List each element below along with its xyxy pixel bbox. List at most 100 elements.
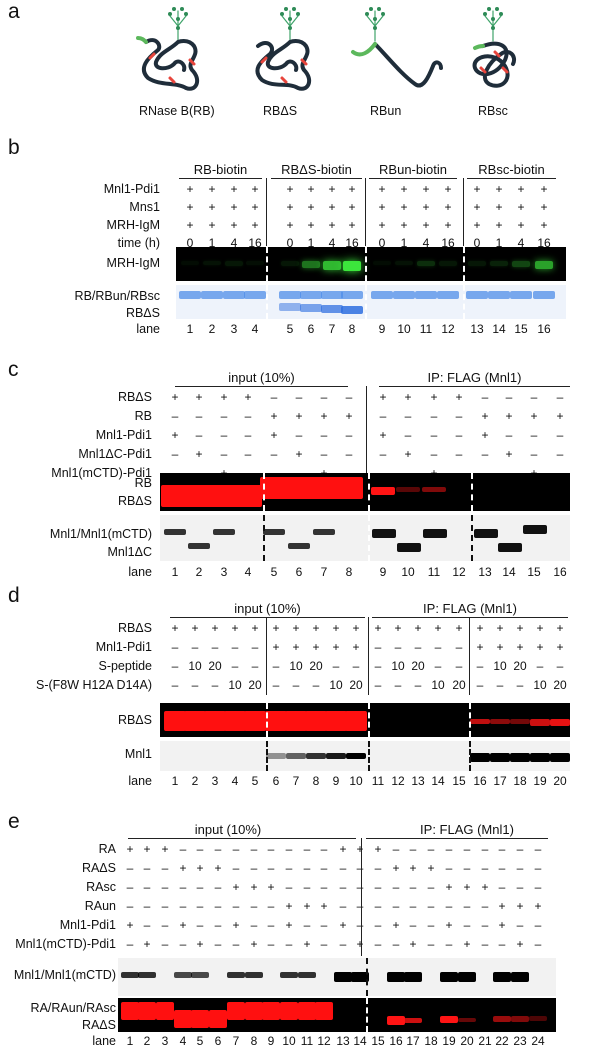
panel_e-cell: +	[374, 842, 382, 856]
panel_e-cell: –	[516, 861, 524, 875]
panel_d-cell: –	[171, 659, 179, 673]
blue-band-upper	[437, 291, 459, 299]
blue-band-upper	[223, 291, 245, 299]
panel_b-cell: +	[286, 182, 294, 196]
panel_b-cell: +	[348, 218, 356, 232]
panel_b-cell: +	[378, 200, 386, 214]
panel_e-lane-number: 21	[478, 1034, 492, 1048]
panel_c-cell: +	[379, 390, 387, 404]
panel_c-cell: –	[345, 390, 353, 404]
grey-band	[550, 753, 570, 762]
panel_d-cell: –	[434, 640, 442, 654]
panel_c-row-label: Mnl1ΔC-Pdi1	[78, 447, 152, 461]
panel_c-row-label: RBΔS	[117, 390, 152, 404]
panel_c-cell: –	[556, 447, 564, 461]
panel_e-cell: +	[392, 861, 400, 875]
panel_c-cell: –	[530, 447, 538, 461]
panel_e-cell: –	[250, 899, 258, 913]
panel_b-cell: 1	[307, 236, 315, 250]
panel_c-cell: +	[345, 409, 353, 423]
red-band	[224, 711, 246, 731]
red-band	[440, 1016, 458, 1023]
panel_e-cell: –	[534, 918, 542, 932]
panel_b-cell: +	[286, 200, 294, 214]
grey-band	[286, 753, 306, 759]
panel_d-cell: –	[211, 640, 219, 654]
red-band	[335, 477, 363, 499]
panel_d-cell: +	[476, 640, 484, 654]
panel_d-cell: –	[171, 640, 179, 654]
green-band	[490, 261, 508, 266]
panel_c-cell: –	[530, 428, 538, 442]
green-band	[373, 261, 391, 266]
panel_e-row-label: RAsc	[86, 880, 116, 894]
panel_d-cell: –	[476, 659, 484, 673]
grey-band	[326, 753, 346, 759]
blue-band-upper	[533, 291, 555, 299]
panel_d-cell: +	[536, 640, 544, 654]
panel_b-cell: +	[422, 218, 430, 232]
panel_b-lane-number: 14	[492, 322, 506, 336]
panel_b-cell: +	[400, 182, 408, 196]
panel_c-lane-number: 4	[244, 565, 252, 579]
blot-label-rbds: RBΔS	[125, 306, 160, 320]
green-band	[512, 261, 530, 267]
grey-band	[213, 529, 235, 535]
panel_e-cell: –	[320, 918, 328, 932]
blue-band-upper	[179, 291, 201, 299]
panel_d-cell: –	[332, 659, 340, 673]
blot-label-rbds: RBΔS	[117, 713, 152, 727]
panel_b-cell: +	[307, 218, 315, 232]
panel_e-cell: –	[498, 880, 506, 894]
lane-divider	[366, 998, 368, 1032]
red-band	[164, 711, 186, 731]
panel_d-lane-number: 2	[191, 774, 199, 788]
panel_c-lane-number: 2	[195, 565, 203, 579]
rb-unfolded-cartoon	[351, 7, 443, 88]
panel_e-cell: +	[161, 842, 169, 856]
panel_e-cell: –	[303, 861, 311, 875]
panel_c-cell: –	[430, 428, 438, 442]
panel_e-cell: +	[409, 937, 417, 951]
panel-letter-e: e	[8, 810, 20, 833]
rb-red-blot	[160, 473, 570, 511]
lane-divider	[469, 703, 471, 737]
panel_e-cell: –	[126, 880, 134, 894]
red-band	[260, 477, 288, 499]
green-band	[323, 261, 341, 270]
panel_e-cell: +	[196, 937, 204, 951]
green-band	[302, 261, 320, 268]
red-band	[161, 485, 189, 507]
panel_e-cell: +	[232, 918, 240, 932]
header-input: input (10%)	[194, 822, 262, 837]
panel_e-cell: +	[498, 918, 506, 932]
panel_c-cell: +	[379, 428, 387, 442]
lane-divider	[471, 473, 473, 511]
panel_b-cell: +	[495, 182, 503, 196]
panel_b-cell: 16	[441, 236, 455, 250]
row-divider	[266, 178, 267, 246]
green-band	[439, 261, 457, 266]
panel_b-cell: +	[517, 200, 525, 214]
panel_e-cell: +	[126, 918, 134, 932]
panel_e-cell: –	[250, 861, 258, 875]
panel_e-cell: –	[196, 842, 204, 856]
panel_e-cell: +	[285, 918, 293, 932]
panel_c-lane-number: 7	[320, 565, 328, 579]
panel_e-cell: –	[285, 861, 293, 875]
red-band	[550, 719, 570, 726]
mnl1-grey-blot	[118, 958, 556, 996]
blot-label-mnl1: Mnl1/Mnl1(mCTD)	[49, 527, 152, 541]
panel_e-cell: +	[267, 880, 275, 894]
grey-band	[490, 753, 510, 762]
green-band	[468, 261, 486, 266]
panel_e-cell: –	[267, 899, 275, 913]
panel_e-row-label: RAΔS	[81, 861, 116, 875]
coomassie-blot	[176, 285, 566, 319]
green-band	[395, 261, 413, 266]
red-band	[345, 711, 367, 731]
blue-band-upper	[510, 291, 532, 299]
panel_b-cell: 0	[473, 236, 481, 250]
panel_b-cell: +	[444, 218, 452, 232]
panel_b-lane-number: 11	[419, 322, 433, 336]
